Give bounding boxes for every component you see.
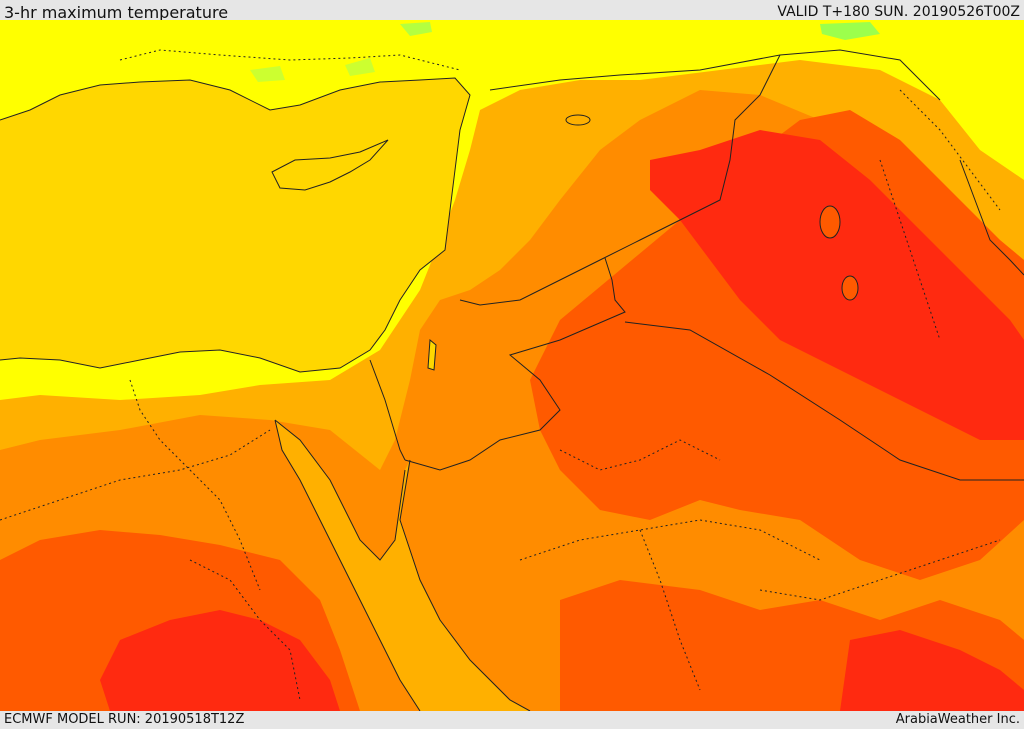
green-patch-n2 <box>250 66 285 82</box>
lake-tharthar <box>819 205 841 239</box>
dead-sea <box>427 338 437 371</box>
model-run: ECMWF MODEL RUN: 20190518T12Z <box>4 712 245 727</box>
map-title: 3-hr maximum temperature <box>4 3 229 22</box>
header-bar: 3-hr maximum temperature VALID T+180 SUN… <box>0 0 1024 22</box>
mediterranean-sea <box>0 78 470 372</box>
national-borders <box>369 49 1024 481</box>
coastline-red-sea <box>274 419 531 711</box>
red-core-iraq <box>650 130 1024 440</box>
green-patch-n3 <box>345 58 375 76</box>
valid-time: VALID T+180 SUN. 20190526T00Z <box>777 4 1020 20</box>
coastline-north <box>0 77 471 373</box>
temperature-map[interactable] <box>0 20 1024 711</box>
footer-bar: ECMWF MODEL RUN: 20190518T12Z ArabiaWeat… <box>0 711 1024 729</box>
red-core-africa <box>100 610 340 711</box>
lake-assad <box>565 114 591 126</box>
admin-borders <box>0 49 1001 701</box>
cyprus <box>271 139 389 191</box>
green-patch-ne <box>820 22 880 40</box>
red-core-gulf <box>840 630 1024 711</box>
credit-text: ArabiaWeather Inc. <box>895 712 1020 727</box>
lake-milh <box>841 275 859 301</box>
green-patch-n1 <box>400 22 432 36</box>
red-sea <box>275 420 530 711</box>
coastline-gulf <box>959 159 1024 276</box>
